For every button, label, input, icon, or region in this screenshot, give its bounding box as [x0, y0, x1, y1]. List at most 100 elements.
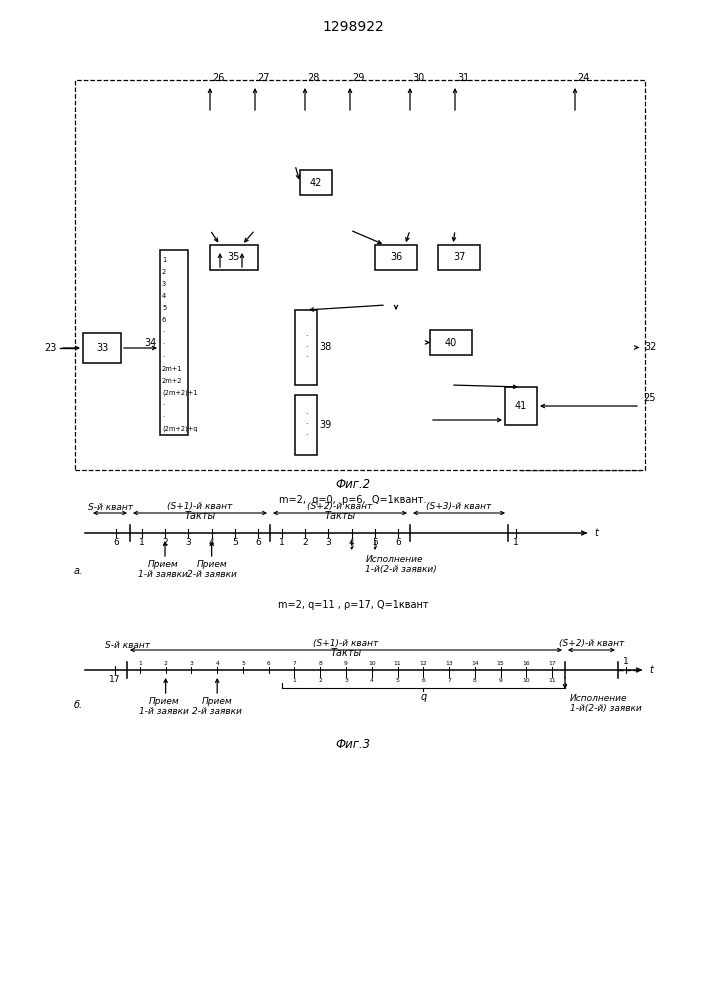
- Text: 4: 4: [349, 538, 354, 547]
- Text: 2m+2: 2m+2: [162, 378, 182, 384]
- Text: 1: 1: [623, 657, 629, 666]
- Text: 42: 42: [310, 178, 322, 188]
- Text: 1: 1: [162, 257, 166, 263]
- Text: 27: 27: [257, 73, 269, 83]
- Text: (2m+2)+1: (2m+2)+1: [162, 390, 197, 396]
- Text: 36: 36: [390, 252, 402, 262]
- Text: 3: 3: [162, 281, 166, 287]
- Text: 12: 12: [419, 661, 427, 666]
- Text: Исполнение
1-й(2-й) заявки: Исполнение 1-й(2-й) заявки: [570, 694, 642, 713]
- Text: 3: 3: [344, 678, 348, 683]
- Text: t: t: [594, 528, 598, 538]
- Bar: [83, 333, 121, 363]
- Text: Такты: Такты: [325, 511, 356, 521]
- Text: S-й квант: S-й квант: [105, 641, 150, 650]
- Bar: [210, 245, 258, 270]
- Text: 2: 2: [302, 538, 308, 547]
- Text: 7: 7: [293, 661, 296, 666]
- Text: Исполнение
1-й(2-й заявки): Исполнение 1-й(2-й заявки): [366, 555, 437, 574]
- Text: Фиг.3: Фиг.3: [335, 738, 370, 752]
- Text: m=2,  q=0,  p=6,  Q=1квант.: m=2, q=0, p=6, Q=1квант.: [279, 495, 427, 505]
- Text: 6: 6: [395, 538, 401, 547]
- Text: 38: 38: [319, 342, 332, 353]
- Text: 2: 2: [162, 538, 168, 547]
- Text: 15: 15: [497, 661, 505, 666]
- Text: а.: а.: [74, 566, 83, 576]
- Bar: [375, 245, 417, 270]
- Text: Фиг.2: Фиг.2: [335, 478, 370, 490]
- Text: 7: 7: [447, 678, 451, 683]
- Text: 14: 14: [471, 661, 479, 666]
- Text: ·: ·: [162, 329, 164, 335]
- Text: 5: 5: [232, 538, 238, 547]
- Text: 34: 34: [145, 338, 157, 348]
- Text: 2: 2: [318, 678, 322, 683]
- Text: ·: ·: [162, 414, 164, 420]
- Text: 1: 1: [293, 678, 296, 683]
- Text: 1: 1: [513, 538, 519, 547]
- Text: 10: 10: [368, 661, 375, 666]
- Text: 33: 33: [96, 343, 108, 353]
- Text: ·
·
·: · · ·: [305, 410, 308, 440]
- Text: 29: 29: [352, 73, 364, 83]
- Text: 40: 40: [445, 338, 457, 348]
- Text: (S+2)-й квант: (S+2)-й квант: [559, 639, 624, 648]
- Text: Такты: Такты: [330, 648, 361, 658]
- Text: 41: 41: [515, 401, 527, 411]
- Text: 1: 1: [279, 538, 284, 547]
- Text: 28: 28: [307, 73, 320, 83]
- Text: 6: 6: [421, 678, 425, 683]
- Text: Такты: Такты: [185, 511, 216, 521]
- Bar: [438, 245, 480, 270]
- Text: 17: 17: [548, 661, 556, 666]
- Text: 11: 11: [548, 678, 556, 683]
- Text: Прием
2-й заявки: Прием 2-й заявки: [192, 697, 242, 716]
- Text: 1: 1: [138, 661, 142, 666]
- Text: m=2, q=11 , ρ=17, Q=1квант: m=2, q=11 , ρ=17, Q=1квант: [278, 600, 428, 610]
- Text: 4: 4: [162, 293, 166, 299]
- Text: 26: 26: [212, 73, 224, 83]
- Text: S-й квант: S-й квант: [88, 503, 133, 512]
- Text: (S+1)-й квант: (S+1)-й квант: [313, 639, 379, 648]
- Text: (2m+2)+q: (2m+2)+q: [162, 426, 197, 432]
- Text: ·: ·: [162, 354, 164, 360]
- Bar: [505, 387, 537, 425]
- Text: Прием
2-й заявки: Прием 2-й заявки: [187, 560, 237, 579]
- Text: 2m+1: 2m+1: [162, 366, 182, 372]
- Text: Прием
1-й заявки: Прием 1-й заявки: [139, 697, 189, 716]
- Text: 3: 3: [325, 538, 331, 547]
- Text: 5: 5: [162, 305, 166, 311]
- Bar: [295, 310, 317, 385]
- Text: 2: 2: [164, 661, 168, 666]
- Text: 8: 8: [473, 678, 477, 683]
- Text: 1298922: 1298922: [322, 20, 384, 34]
- Text: 23: 23: [45, 343, 57, 353]
- Text: 3: 3: [189, 661, 193, 666]
- Text: 32: 32: [644, 342, 656, 353]
- Text: 3: 3: [185, 538, 191, 547]
- Text: 5: 5: [241, 661, 245, 666]
- Text: 1: 1: [139, 538, 144, 547]
- Text: 6: 6: [267, 661, 271, 666]
- Bar: [300, 170, 332, 195]
- Bar: [295, 395, 317, 455]
- Text: 6: 6: [113, 538, 119, 547]
- Text: 37: 37: [452, 252, 465, 262]
- Text: 9: 9: [344, 661, 348, 666]
- Text: 6: 6: [162, 317, 166, 323]
- Bar: [75, 80, 645, 470]
- Text: 30: 30: [412, 73, 424, 83]
- Text: Прием
1-й заявки: Прием 1-й заявки: [138, 560, 188, 579]
- Text: 17: 17: [110, 675, 121, 684]
- Text: 35: 35: [228, 252, 240, 262]
- Text: 9: 9: [498, 678, 503, 683]
- Text: t: t: [649, 665, 653, 675]
- Text: 5: 5: [372, 538, 378, 547]
- Text: (S+1)-й квант: (S+1)-й квант: [168, 502, 233, 511]
- Text: 10: 10: [522, 678, 530, 683]
- Text: 4: 4: [209, 538, 214, 547]
- Text: 6: 6: [255, 538, 261, 547]
- Text: 4: 4: [370, 678, 373, 683]
- Text: ·: ·: [162, 402, 164, 408]
- Bar: [160, 250, 188, 435]
